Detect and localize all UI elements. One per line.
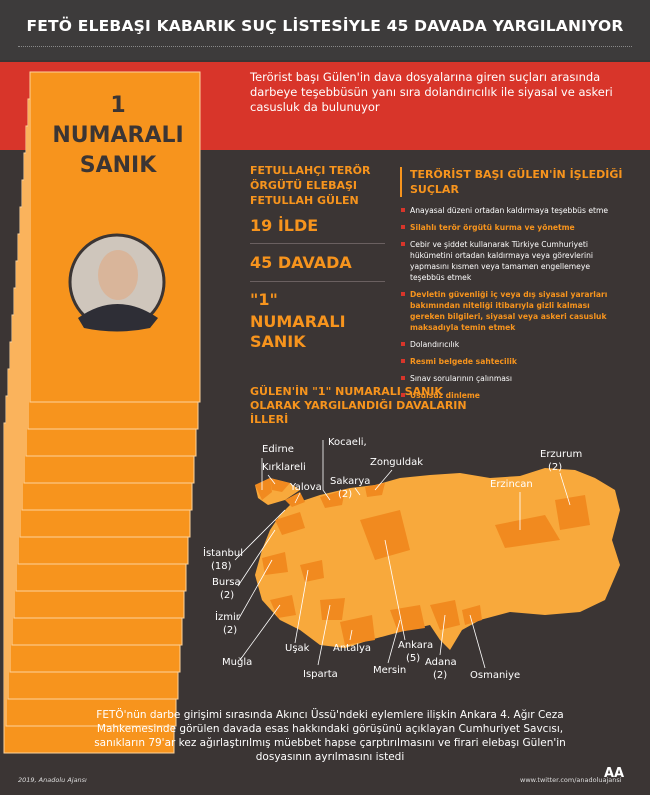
map-shape xyxy=(262,552,288,575)
map-shape xyxy=(294,492,301,504)
crimes-title: TERÖRİST BAŞI GÜLEN'İN İŞLEDİĞİ SUÇLAR xyxy=(400,167,625,197)
map-label: Isparta xyxy=(303,669,338,680)
map-label: İzmir xyxy=(215,610,241,623)
map-shape xyxy=(237,529,276,587)
footer-text: FETÖ'nün darbe girişimi sırasında Akıncı… xyxy=(94,709,566,763)
title: FETÖ ELEBAŞI KABARIK SUÇ LİSTESİYLE 45 D… xyxy=(26,17,624,35)
map-title: GÜLEN'İN "1" NUMARALI SANIK OLARAK YARGI… xyxy=(250,385,467,426)
map-label: (2) xyxy=(338,489,352,500)
card-text: SANIK xyxy=(80,153,157,178)
map-shape xyxy=(320,598,345,620)
map-shape xyxy=(255,468,620,650)
map-shape xyxy=(237,559,273,621)
crime-item: Silahlı terör örgütü kurma ve yönetme xyxy=(401,222,625,233)
header: FETÖ ELEBAŞI KABARIK SUÇ LİSTESİYLE 45 D… xyxy=(0,0,650,60)
map-shape xyxy=(384,539,406,641)
profile-label: NUMARALI SANIK xyxy=(250,312,346,351)
map-label: Sakarya xyxy=(330,476,370,487)
map-label: Adana xyxy=(425,657,457,668)
map-label: Osmaniye xyxy=(470,670,520,681)
map-shape xyxy=(495,515,560,548)
map-shape xyxy=(354,487,361,496)
map-label: Kocaeli, xyxy=(328,437,367,448)
map-shape xyxy=(300,560,324,582)
stat: 19 İLDE xyxy=(250,216,319,235)
map-shape xyxy=(270,478,290,492)
map-shape xyxy=(267,474,276,485)
map-shape xyxy=(559,472,571,506)
stat: 45 DAVADA xyxy=(250,253,352,272)
map-shape xyxy=(320,490,345,508)
card-text: 1 xyxy=(110,93,125,118)
map-shape xyxy=(285,492,305,507)
map-label: Yalova xyxy=(289,482,322,493)
map-shape xyxy=(387,619,401,664)
crime-item: Anayasal düzeni ortadan kaldırmaya teşeb… xyxy=(401,205,625,216)
map-label: (18) xyxy=(211,561,232,572)
map-shape xyxy=(469,614,486,669)
portrait-suit xyxy=(78,304,158,332)
crime-item: Sınav sorularının çalınması xyxy=(401,373,625,384)
map-shape xyxy=(275,512,305,535)
profile-title: FETULLAHÇI TERÖR ÖRGÜTÜ ELEBAŞI FETULLAH… xyxy=(250,164,371,207)
card-text: NUMARALI xyxy=(52,123,183,148)
map-label: Muğla xyxy=(222,656,252,668)
map-label: Mersin xyxy=(373,665,406,676)
url: www.twitter.com/anadoluajansi xyxy=(520,776,622,784)
map-shape xyxy=(374,469,393,491)
crime-item: Resmi belgede sahtecilik xyxy=(401,356,625,367)
map-label: Erzurum xyxy=(540,449,582,460)
separator xyxy=(250,281,385,282)
map-label: Kırklareli xyxy=(262,462,306,473)
map-label: (2) xyxy=(433,670,447,681)
map-label: İstanbul xyxy=(203,546,243,559)
map-shape xyxy=(270,595,296,618)
map-label: (5) xyxy=(406,653,420,664)
map-shape xyxy=(255,478,272,500)
map-shape xyxy=(294,569,309,644)
separator xyxy=(250,243,385,244)
map-shape xyxy=(340,615,375,645)
map-label: Zonguldak xyxy=(370,457,423,468)
crimes: TERÖRİST BAŞI GÜLEN'İN İŞLEDİĞİ SUÇLAR An… xyxy=(400,167,625,407)
map-shape xyxy=(317,604,331,666)
map-label: Edirne xyxy=(262,444,294,455)
map-shape xyxy=(239,604,281,661)
crime-item: Usulsüz dinleme xyxy=(401,390,625,401)
map-shape xyxy=(555,495,590,530)
map-label: (2) xyxy=(220,590,234,601)
map-label: (2) xyxy=(548,462,562,473)
logo: AA xyxy=(604,766,625,781)
portrait-face xyxy=(98,250,138,300)
crime-item: Devletin güvenliği iç veya dış siyasal y… xyxy=(401,289,625,333)
intro: Terörist başı Gülen'in dava dosyalarına … xyxy=(250,70,613,114)
map-shape xyxy=(349,629,353,641)
map-label: Erzincan xyxy=(490,479,533,490)
map-shape xyxy=(462,605,482,625)
map-label: Ankara xyxy=(398,640,433,651)
crime-item: Cebir ve şiddet kullanarak Türkiye Cumhu… xyxy=(401,239,625,283)
map-shape xyxy=(322,440,331,501)
quote: "1" xyxy=(250,290,278,309)
map-label: Uşak xyxy=(285,643,310,654)
map-shape xyxy=(360,510,410,560)
map-label: Bursa xyxy=(212,577,241,588)
crime-item: Dolandırıcılık xyxy=(401,339,625,350)
map-shape xyxy=(439,614,446,656)
map-label: Antalya xyxy=(333,643,371,654)
credit: 2019, Anadolu Ajansı xyxy=(18,776,87,784)
map-label: (2) xyxy=(223,625,237,636)
map-shape xyxy=(234,509,286,561)
